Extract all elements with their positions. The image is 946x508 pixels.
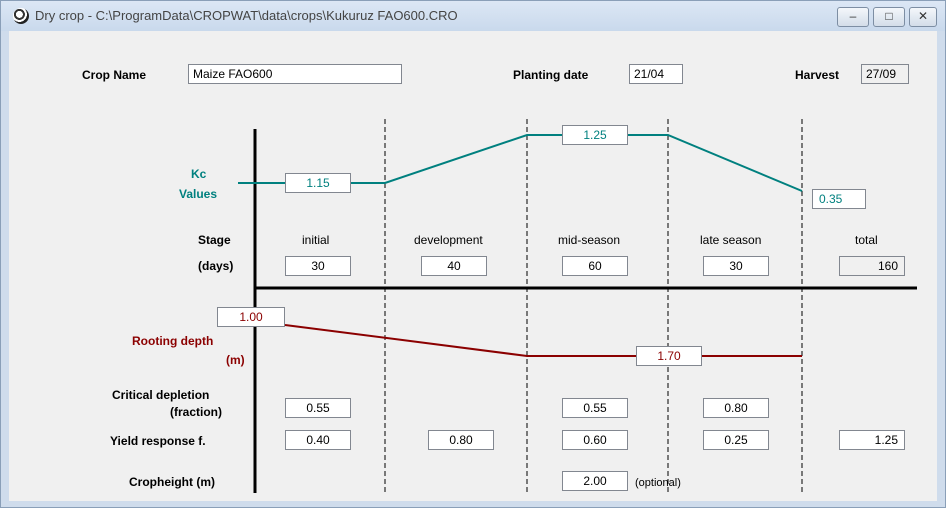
cropwat-app-icon (13, 8, 29, 24)
critical-depletion-mid-field[interactable]: 0.55 (562, 398, 628, 418)
stage-name-late-season: late season (700, 233, 762, 247)
yield-response-mid-field[interactable]: 0.60 (562, 430, 628, 450)
planting-date-label: Planting date (513, 68, 589, 82)
yield-response-late-field[interactable]: 0.25 (703, 430, 769, 450)
critical-depletion-unit-label: (fraction) (170, 405, 222, 419)
close-icon: ✕ (917, 9, 929, 23)
days-total-field: 160 (839, 256, 905, 276)
days-development-field[interactable]: 40 (421, 256, 487, 276)
kc-mid-field[interactable]: 1.25 (562, 125, 628, 145)
planting-date-field[interactable]: 21/04 (629, 64, 683, 84)
yield-response-label: Yield response f. (110, 434, 206, 448)
maximize-icon: □ (885, 9, 893, 23)
window-title: Dry crop - C:\ProgramData\CROPWAT\data\c… (35, 8, 458, 23)
minimize-button[interactable]: – (837, 7, 869, 27)
cropheight-field[interactable]: 2.00 (562, 471, 628, 491)
close-button[interactable]: ✕ (909, 7, 937, 27)
crop-name-label: Crop Name (82, 68, 147, 82)
days-mid-season-field[interactable]: 60 (562, 256, 628, 276)
stage-name-total: total (855, 233, 878, 247)
kc-label: Kc (191, 167, 207, 181)
stage-name-mid-season: mid-season (558, 233, 621, 247)
yield-response-initial-field[interactable]: 0.40 (285, 430, 351, 450)
kc-end-field[interactable]: 0.35 (812, 189, 866, 209)
minimize-icon: – (849, 9, 857, 23)
harvest-label: Harvest (795, 68, 840, 82)
rooting-depth-initial-field[interactable]: 1.00 (217, 307, 285, 327)
days-initial-field[interactable]: 30 (285, 256, 351, 276)
yield-response-development-field[interactable]: 0.80 (428, 430, 494, 450)
title-bar[interactable]: Dry crop - C:\ProgramData\CROPWAT\data\c… (1, 1, 945, 31)
crop-name-field[interactable]: Maize FAO600 (188, 64, 402, 84)
kc-initial-field[interactable]: 1.15 (285, 173, 351, 193)
critical-depletion-initial-field[interactable]: 0.55 (285, 398, 351, 418)
rooting-depth-label: Rooting depth (132, 334, 214, 348)
stage-name-development: development (414, 233, 483, 247)
rooting-depth-curve (284, 324, 802, 357)
rooting-depth-unit-label: (m) (226, 353, 245, 367)
cropheight-optional-label: (optional) (635, 477, 681, 489)
critical-depletion-label: Critical depletion (112, 388, 210, 402)
stage-name-initial: initial (302, 233, 330, 247)
stage-diagram (238, 119, 917, 495)
critical-depletion-late-field[interactable]: 0.80 (703, 398, 769, 418)
days-late-season-field[interactable]: 30 (703, 256, 769, 276)
harvest-date-field: 27/09 (861, 64, 909, 84)
days-label: (days) (198, 259, 234, 273)
crop-form: Crop Name Maize FAO600 Planting date 21/… (9, 31, 937, 501)
yield-response-total-field[interactable]: 1.25 (839, 430, 905, 450)
cropheight-label: Cropheight (m) (129, 475, 215, 489)
stage-label: Stage (198, 233, 231, 247)
kc-values-label: Values (179, 187, 218, 201)
maximize-button[interactable]: □ (873, 7, 905, 27)
rooting-depth-max-field[interactable]: 1.70 (636, 346, 702, 366)
